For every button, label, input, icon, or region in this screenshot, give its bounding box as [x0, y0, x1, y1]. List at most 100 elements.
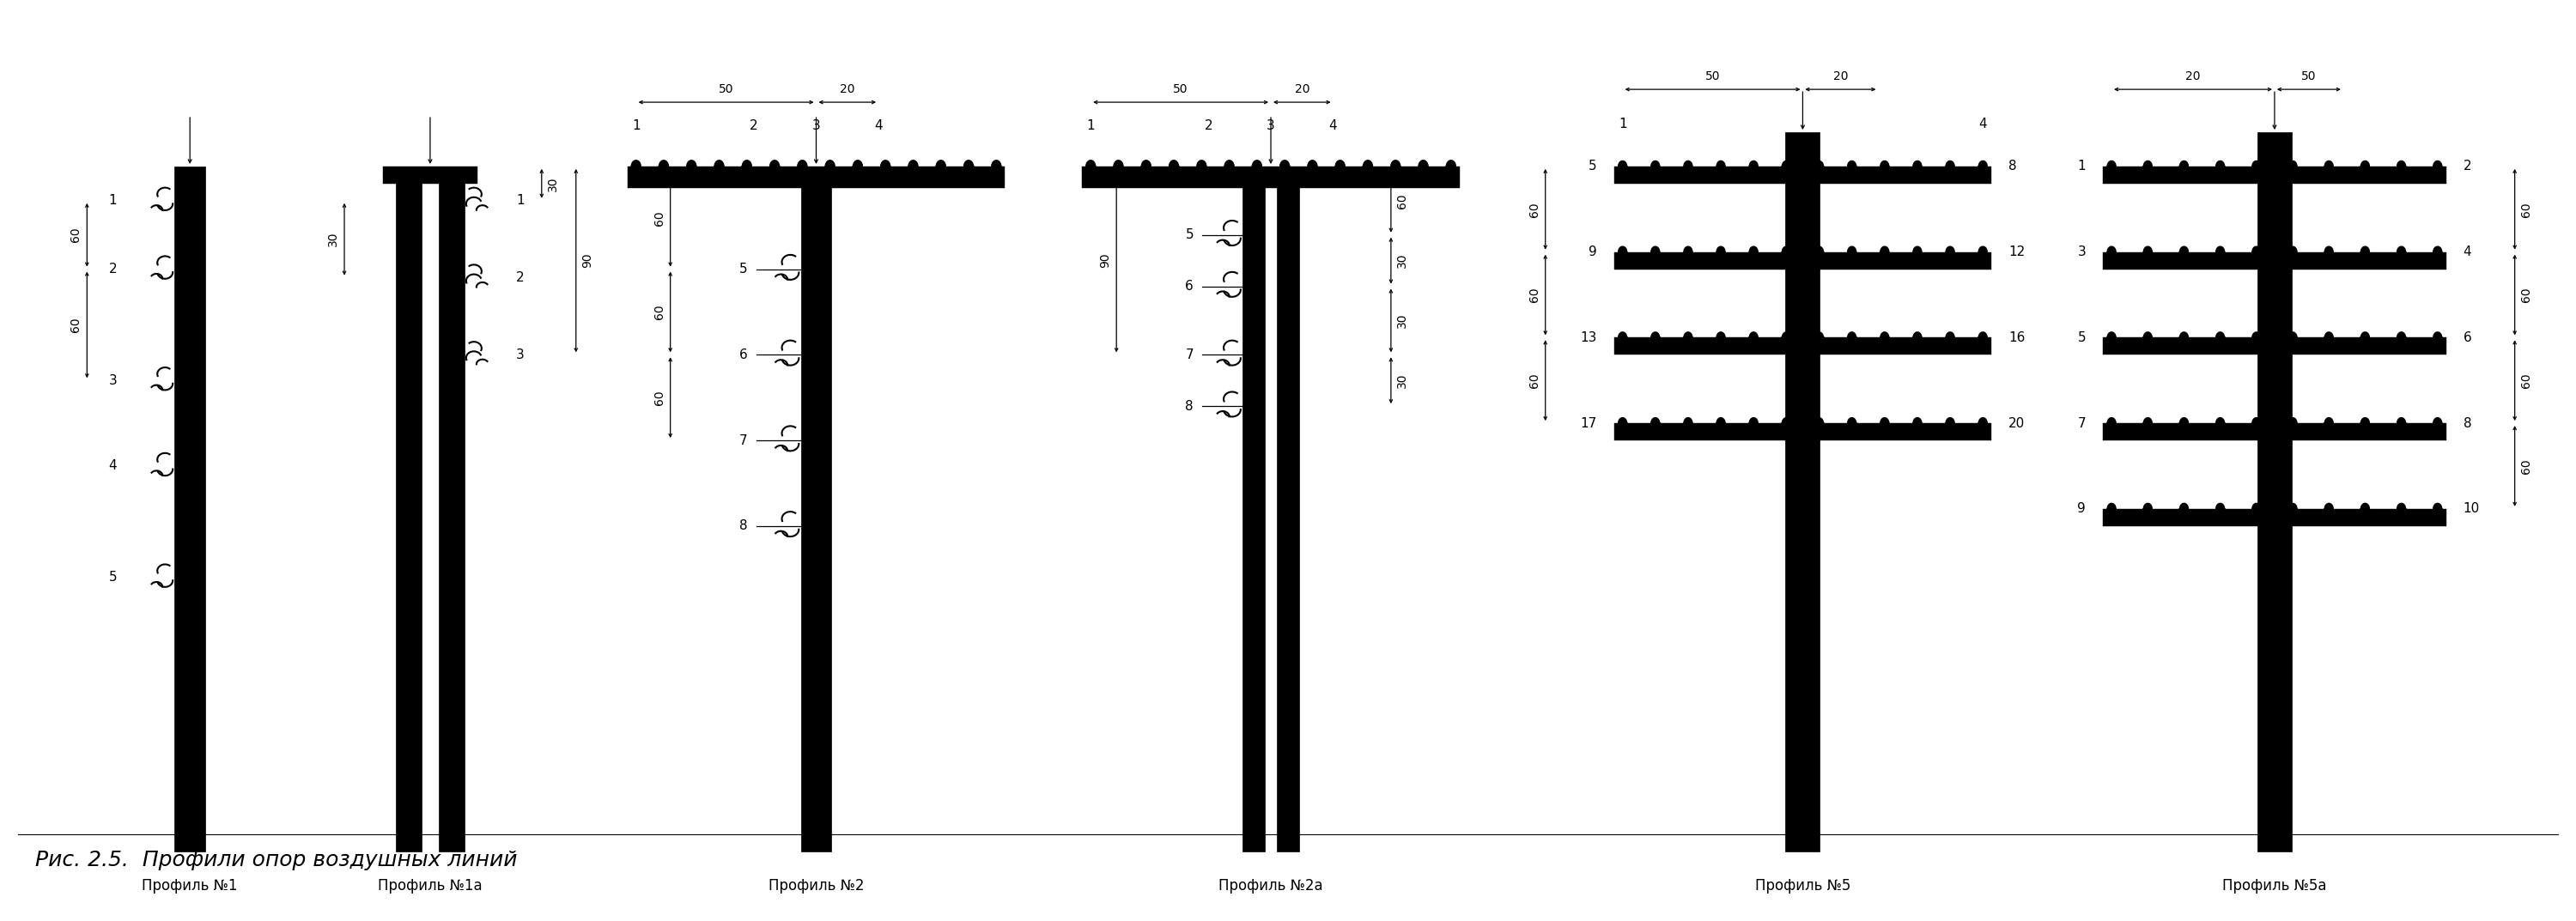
- Polygon shape: [1685, 332, 1692, 338]
- Polygon shape: [1914, 247, 1922, 252]
- Polygon shape: [2398, 247, 2406, 252]
- Text: 5: 5: [1185, 228, 1193, 241]
- Text: 1: 1: [1618, 117, 1625, 130]
- Polygon shape: [1783, 161, 1790, 167]
- Polygon shape: [1445, 160, 1455, 167]
- Bar: [175, 167, 206, 851]
- Polygon shape: [1651, 418, 1659, 424]
- Bar: [1615, 252, 1991, 269]
- Bar: [2102, 424, 2447, 440]
- Polygon shape: [2324, 503, 2334, 509]
- Polygon shape: [1880, 161, 1888, 167]
- Text: 90: 90: [1100, 253, 1110, 268]
- Polygon shape: [2398, 418, 2406, 424]
- Bar: [1615, 338, 1991, 355]
- Text: 9: 9: [1589, 246, 1597, 259]
- Text: 4: 4: [873, 120, 884, 133]
- Polygon shape: [1651, 161, 1659, 167]
- Polygon shape: [1651, 332, 1659, 338]
- Bar: [2102, 167, 2447, 183]
- Text: 1: 1: [515, 194, 523, 207]
- Polygon shape: [631, 160, 641, 167]
- Polygon shape: [2107, 503, 2115, 509]
- Bar: [1082, 167, 1461, 188]
- Polygon shape: [2215, 503, 2226, 509]
- Polygon shape: [1847, 247, 1857, 252]
- Polygon shape: [1783, 418, 1790, 424]
- Text: 20: 20: [1834, 71, 1847, 83]
- Text: 60: 60: [2519, 287, 2532, 302]
- Text: 8: 8: [2463, 417, 2470, 430]
- Text: Профиль №5: Профиль №5: [1754, 878, 1850, 893]
- Polygon shape: [1419, 160, 1427, 167]
- Text: 60: 60: [654, 390, 665, 405]
- Polygon shape: [2360, 332, 2370, 338]
- Polygon shape: [1618, 161, 1628, 167]
- Polygon shape: [2251, 418, 2262, 424]
- Polygon shape: [1685, 418, 1692, 424]
- Polygon shape: [2107, 161, 2115, 167]
- Polygon shape: [1847, 161, 1857, 167]
- Text: 12: 12: [2009, 246, 2025, 259]
- Polygon shape: [1224, 160, 1234, 167]
- Bar: [1278, 167, 1298, 851]
- Text: 3: 3: [2076, 246, 2087, 259]
- Polygon shape: [2360, 418, 2370, 424]
- Polygon shape: [2215, 247, 2226, 252]
- Polygon shape: [1618, 247, 1628, 252]
- Polygon shape: [1880, 332, 1888, 338]
- Polygon shape: [2143, 247, 2151, 252]
- Text: 6: 6: [1185, 280, 1193, 293]
- Polygon shape: [1880, 247, 1888, 252]
- Polygon shape: [2143, 161, 2151, 167]
- Polygon shape: [1716, 161, 1726, 167]
- Text: 3: 3: [811, 120, 819, 133]
- Polygon shape: [688, 160, 696, 167]
- Polygon shape: [1783, 247, 1790, 252]
- Polygon shape: [2434, 418, 2442, 424]
- Polygon shape: [2251, 161, 2262, 167]
- Polygon shape: [1945, 247, 1955, 252]
- Polygon shape: [1087, 160, 1095, 167]
- Bar: [1242, 167, 1265, 851]
- Polygon shape: [659, 160, 667, 167]
- Polygon shape: [935, 160, 945, 167]
- Text: 20: 20: [840, 83, 855, 96]
- Text: 13: 13: [1579, 332, 1597, 344]
- Text: 50: 50: [2300, 71, 2316, 83]
- Bar: [1785, 133, 1819, 851]
- Text: 3: 3: [108, 374, 116, 387]
- Bar: [1615, 167, 1991, 183]
- Polygon shape: [1391, 160, 1401, 167]
- Polygon shape: [2251, 503, 2262, 509]
- Polygon shape: [2287, 332, 2298, 338]
- Text: 5: 5: [108, 571, 116, 584]
- Polygon shape: [2324, 332, 2334, 338]
- Polygon shape: [2143, 503, 2151, 509]
- Polygon shape: [742, 160, 752, 167]
- Text: Профиль №2а: Профиль №2а: [1218, 878, 1324, 893]
- Text: Профиль №2: Профиль №2: [768, 878, 863, 893]
- Polygon shape: [2251, 247, 2262, 252]
- Polygon shape: [1847, 332, 1857, 338]
- Polygon shape: [1618, 418, 1628, 424]
- Polygon shape: [1716, 332, 1726, 338]
- Text: 60: 60: [2519, 202, 2532, 216]
- Polygon shape: [1618, 332, 1628, 338]
- Polygon shape: [2434, 161, 2442, 167]
- Text: 30: 30: [1396, 313, 1409, 328]
- Polygon shape: [1170, 160, 1180, 167]
- Text: 4: 4: [1329, 120, 1337, 133]
- Text: 2: 2: [2463, 160, 2470, 173]
- Bar: [2102, 509, 2447, 526]
- Bar: [2257, 133, 2293, 851]
- Text: 2: 2: [108, 262, 116, 275]
- Text: 5: 5: [2079, 332, 2087, 344]
- Text: 8: 8: [1185, 400, 1193, 413]
- Polygon shape: [1749, 418, 1757, 424]
- Polygon shape: [2434, 247, 2442, 252]
- Polygon shape: [1252, 160, 1262, 167]
- Polygon shape: [1847, 418, 1857, 424]
- Text: 5: 5: [739, 262, 747, 275]
- Text: 90: 90: [582, 253, 592, 268]
